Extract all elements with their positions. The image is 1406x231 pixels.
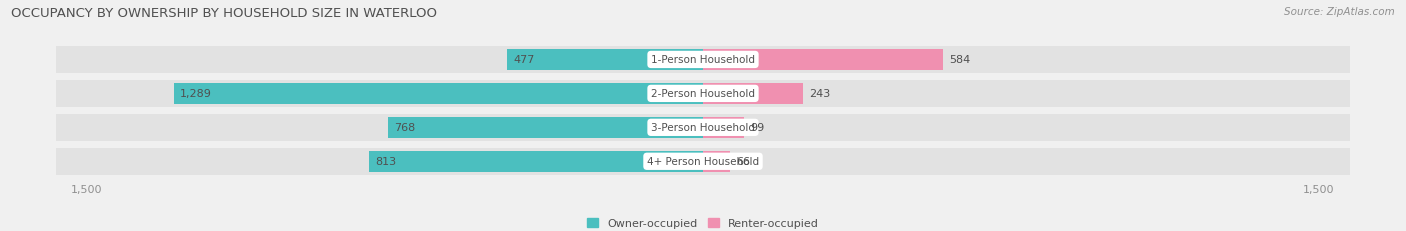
- Bar: [703, 83, 803, 104]
- Bar: [703, 151, 730, 172]
- Bar: [56, 148, 1350, 175]
- Text: 1,289: 1,289: [180, 89, 212, 99]
- Text: 4+ Person Household: 4+ Person Household: [647, 157, 759, 167]
- Text: Source: ZipAtlas.com: Source: ZipAtlas.com: [1284, 7, 1395, 17]
- Text: 768: 768: [394, 123, 415, 133]
- Legend: Owner-occupied, Renter-occupied: Owner-occupied, Renter-occupied: [582, 214, 824, 231]
- Bar: [56, 81, 1350, 107]
- Text: 2-Person Household: 2-Person Household: [651, 89, 755, 99]
- Text: 99: 99: [749, 123, 763, 133]
- Text: 1-Person Household: 1-Person Household: [651, 55, 755, 65]
- Text: 66: 66: [737, 157, 751, 167]
- Bar: [56, 47, 1350, 73]
- Bar: [174, 83, 703, 104]
- Bar: [56, 115, 1350, 141]
- Bar: [703, 50, 943, 71]
- Text: 3-Person Household: 3-Person Household: [651, 123, 755, 133]
- Text: 243: 243: [808, 89, 830, 99]
- Bar: [370, 151, 703, 172]
- Text: 584: 584: [949, 55, 970, 65]
- Bar: [703, 117, 744, 138]
- Text: 813: 813: [375, 157, 396, 167]
- Text: OCCUPANCY BY OWNERSHIP BY HOUSEHOLD SIZE IN WATERLOO: OCCUPANCY BY OWNERSHIP BY HOUSEHOLD SIZE…: [11, 7, 437, 20]
- Text: 477: 477: [513, 55, 534, 65]
- Bar: [388, 117, 703, 138]
- Bar: [508, 50, 703, 71]
